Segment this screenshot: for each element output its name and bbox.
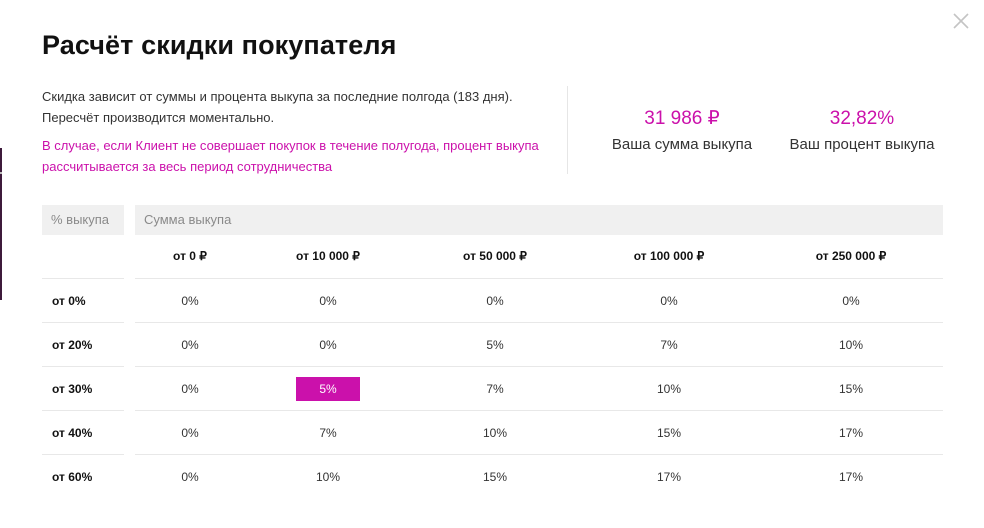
- discount-value: 15%: [656, 426, 682, 440]
- discount-cell: 0%: [776, 279, 926, 323]
- discount-cell: 17%: [776, 455, 926, 499]
- row-divider: [135, 454, 943, 455]
- discount-value: 5%: [296, 377, 360, 401]
- discount-cell: 0%: [115, 367, 265, 411]
- discount-note: В случае, если Клиент не совершает покуп…: [42, 138, 539, 174]
- background-page-edge: [0, 148, 2, 300]
- row-label: от 60%: [52, 470, 93, 484]
- discount-value: 15%: [838, 382, 864, 396]
- discount-value: 0%: [181, 294, 199, 308]
- row-label: от 30%: [52, 382, 93, 396]
- discount-value: 17%: [838, 470, 864, 484]
- discount-value: 0%: [319, 294, 337, 308]
- discount-cell: 0%: [115, 455, 265, 499]
- discount-cell: 0%: [115, 323, 265, 367]
- discount-value: 10%: [482, 426, 508, 440]
- discount-cell: 0%: [253, 279, 403, 323]
- row-divider: [42, 322, 124, 323]
- purchase-percent-label: Ваш процент выкупа: [789, 136, 935, 153]
- discount-value: 15%: [482, 470, 508, 484]
- discount-cell: 7%: [594, 323, 744, 367]
- discount-cell: 7%: [420, 367, 570, 411]
- row-divider: [135, 278, 943, 279]
- discount-description: Скидка зависит от суммы и процента выкуп…: [42, 89, 513, 125]
- discount-value: 17%: [838, 426, 864, 440]
- discount-cell: 0%: [115, 279, 265, 323]
- purchase-sum-value: 31 986 ₽: [644, 108, 720, 129]
- column-header: от 0 ₽: [173, 249, 207, 263]
- purchase-sum-stat: 31 986 ₽ Ваша сумма выкупа: [602, 106, 762, 153]
- discount-cell: 15%: [776, 367, 926, 411]
- stats-divider: [567, 86, 568, 174]
- discount-value: 0%: [319, 338, 337, 352]
- discount-cell: 0%: [115, 411, 265, 455]
- discount-value: 7%: [660, 338, 678, 352]
- row-divider: [135, 322, 943, 323]
- discount-cell: 7%: [253, 411, 403, 455]
- row-label: от 40%: [52, 426, 93, 440]
- sum-header: Сумма выкупа: [135, 205, 943, 235]
- row-label: от 0%: [52, 294, 86, 308]
- purchase-percent-stat: 32,82% Ваш процент выкупа: [782, 106, 942, 153]
- column-header: от 50 000 ₽: [463, 249, 527, 263]
- discount-cell: 5%: [420, 323, 570, 367]
- discount-value: 17%: [656, 470, 682, 484]
- discount-cell: 10%: [594, 367, 744, 411]
- discount-cell: 10%: [420, 411, 570, 455]
- row-divider: [42, 366, 124, 367]
- discount-cell: 17%: [776, 411, 926, 455]
- column-header: от 10 000 ₽: [296, 249, 360, 263]
- discount-cell: 17%: [594, 455, 744, 499]
- discount-cell: 15%: [420, 455, 570, 499]
- discount-cell: 0%: [253, 323, 403, 367]
- column-header: от 250 000 ₽: [815, 249, 887, 263]
- row-divider: [135, 366, 943, 367]
- row-divider: [42, 454, 124, 455]
- discount-value: 10%: [315, 470, 341, 484]
- discount-value: 0%: [181, 426, 199, 440]
- row-divider: [42, 278, 124, 279]
- discount-cell: 10%: [253, 455, 403, 499]
- highlighted-discount-cell: 5%: [253, 367, 403, 411]
- discount-value: 7%: [486, 382, 504, 396]
- discount-value: 0%: [486, 294, 504, 308]
- discount-value: 0%: [660, 294, 678, 308]
- discount-cell: 0%: [594, 279, 744, 323]
- discount-value: 5%: [486, 338, 504, 352]
- discount-value: 0%: [181, 338, 199, 352]
- percent-header: % выкупа: [42, 205, 124, 235]
- modal-title: Расчёт скидки покупателя: [42, 30, 397, 60]
- discount-value: 10%: [838, 338, 864, 352]
- purchase-percent-value: 32,82%: [829, 108, 895, 129]
- close-button[interactable]: [950, 10, 972, 32]
- discount-cell: 15%: [594, 411, 744, 455]
- background-page-mark: [0, 172, 2, 174]
- discount-cell: 0%: [420, 279, 570, 323]
- discount-value: 10%: [656, 382, 682, 396]
- column-header: от 100 000 ₽: [633, 249, 705, 263]
- row-divider: [135, 410, 943, 411]
- discount-value: 0%: [181, 470, 199, 484]
- row-divider: [42, 410, 124, 411]
- discount-cell: 10%: [776, 323, 926, 367]
- close-icon: [953, 13, 969, 29]
- discount-value: 7%: [319, 426, 337, 440]
- discount-value: 0%: [842, 294, 860, 308]
- row-label: от 20%: [52, 338, 93, 352]
- purchase-sum-label: Ваша сумма выкупа: [611, 136, 753, 153]
- discount-value: 0%: [181, 382, 199, 396]
